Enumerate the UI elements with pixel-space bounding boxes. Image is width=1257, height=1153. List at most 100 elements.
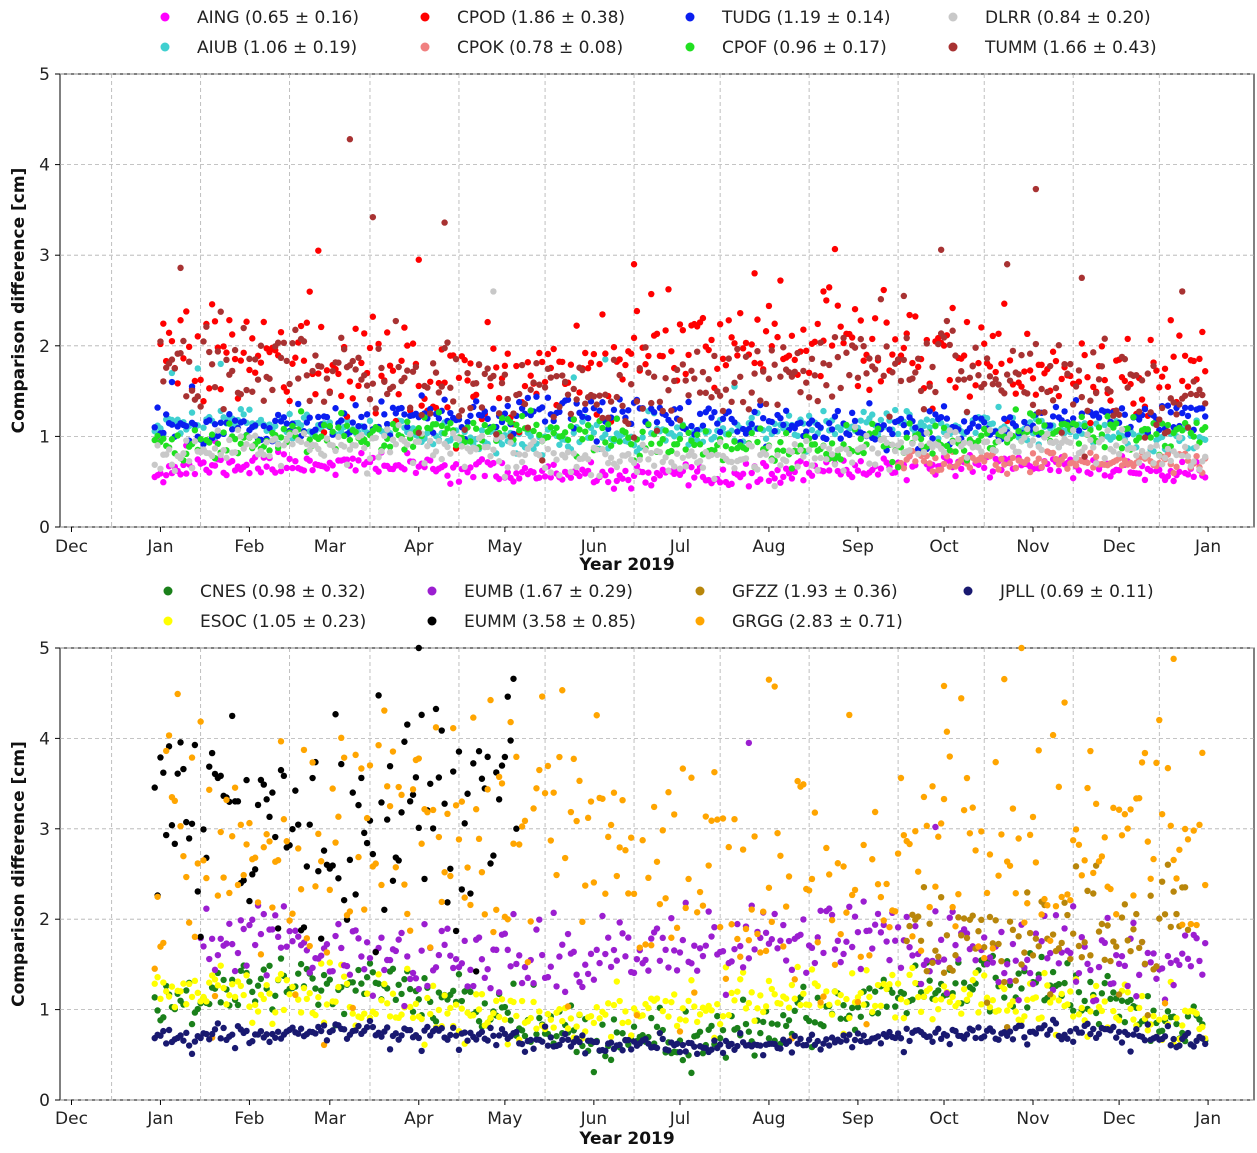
data-point	[194, 860, 201, 867]
data-point	[475, 934, 483, 941]
data-point	[1024, 390, 1031, 397]
data-point	[929, 450, 936, 457]
data-point	[493, 1041, 500, 1049]
data-point	[846, 1014, 853, 1022]
data-point	[653, 419, 661, 426]
data-point	[564, 1025, 572, 1032]
data-point	[1026, 367, 1034, 374]
data-point	[470, 760, 477, 767]
data-point	[243, 972, 250, 979]
data-point	[251, 356, 259, 363]
data-point	[495, 475, 503, 483]
data-point	[981, 944, 988, 951]
data-point	[194, 888, 201, 895]
data-point	[892, 336, 899, 343]
data-point	[286, 917, 293, 924]
data-point	[900, 292, 908, 300]
data-point	[1130, 926, 1137, 933]
data-point	[1049, 413, 1057, 420]
data-point	[518, 361, 526, 369]
data-point	[880, 372, 887, 380]
data-point	[1075, 467, 1083, 474]
data-point	[444, 1010, 451, 1017]
data-point	[995, 403, 1002, 411]
data-point	[877, 296, 885, 303]
data-point	[857, 335, 864, 343]
data-point	[765, 443, 773, 450]
data-point	[518, 823, 526, 830]
data-point	[237, 440, 245, 448]
data-point	[582, 882, 589, 889]
data-point	[871, 988, 879, 995]
data-point	[375, 980, 382, 987]
data-point	[329, 428, 336, 435]
data-point	[1038, 953, 1045, 961]
data-point	[837, 456, 844, 463]
data-point	[335, 370, 342, 378]
data-point	[177, 739, 184, 746]
data-point	[510, 910, 517, 918]
data-point	[1032, 1030, 1040, 1037]
data-point	[418, 411, 425, 419]
data-point	[452, 355, 460, 363]
data-point	[447, 952, 454, 959]
data-point	[992, 758, 999, 766]
data-point	[160, 435, 167, 442]
data-point	[536, 766, 543, 774]
data-point	[521, 817, 529, 825]
data-point	[197, 718, 204, 725]
data-point	[762, 451, 770, 458]
data-point	[751, 270, 758, 277]
data-point	[498, 441, 506, 448]
data-point	[975, 1024, 982, 1031]
data-point	[493, 997, 500, 1005]
data-point	[1161, 1033, 1169, 1040]
data-point	[1158, 878, 1166, 885]
data-point	[892, 406, 899, 414]
y-tick-label: 5	[39, 639, 50, 659]
data-point	[673, 450, 681, 457]
data-point	[401, 374, 408, 381]
data-point	[1170, 856, 1177, 864]
legend: CNES (0.98 ± 0.32)ESOC (1.05 ± 0.23)EUMB…	[163, 582, 1154, 632]
data-point	[627, 1046, 635, 1053]
data-point	[955, 890, 962, 898]
data-point	[1084, 960, 1091, 968]
data-point	[157, 754, 164, 761]
data-point	[952, 448, 959, 455]
data-point	[447, 419, 454, 427]
data-point	[685, 429, 692, 437]
data-point	[1081, 857, 1088, 864]
data-point	[714, 420, 721, 427]
data-point	[234, 1001, 242, 1009]
data-point	[188, 993, 196, 1001]
data-point	[699, 314, 707, 322]
data-point	[906, 311, 913, 319]
data-point	[206, 786, 213, 793]
data-point	[880, 917, 887, 924]
data-point	[645, 352, 652, 360]
data-point	[1021, 919, 1028, 926]
data-point	[470, 419, 477, 427]
data-point	[1167, 923, 1174, 931]
data-point	[406, 975, 414, 983]
data-point	[1035, 418, 1042, 425]
data-point	[848, 409, 856, 417]
data-point	[645, 469, 652, 476]
data-point	[708, 336, 715, 344]
data-point	[751, 359, 758, 367]
data-point	[398, 990, 405, 998]
data-point	[791, 1007, 798, 1015]
data-point	[659, 352, 666, 360]
data-point	[266, 375, 273, 382]
data-point	[848, 1004, 856, 1012]
data-point	[728, 458, 735, 466]
data-point	[208, 1030, 216, 1038]
data-point	[1202, 453, 1209, 461]
data-point	[361, 829, 368, 837]
data-point	[1092, 982, 1100, 990]
data-point	[240, 418, 247, 425]
legend-marker	[695, 586, 705, 596]
data-point	[157, 1032, 164, 1039]
data-point	[929, 363, 936, 371]
